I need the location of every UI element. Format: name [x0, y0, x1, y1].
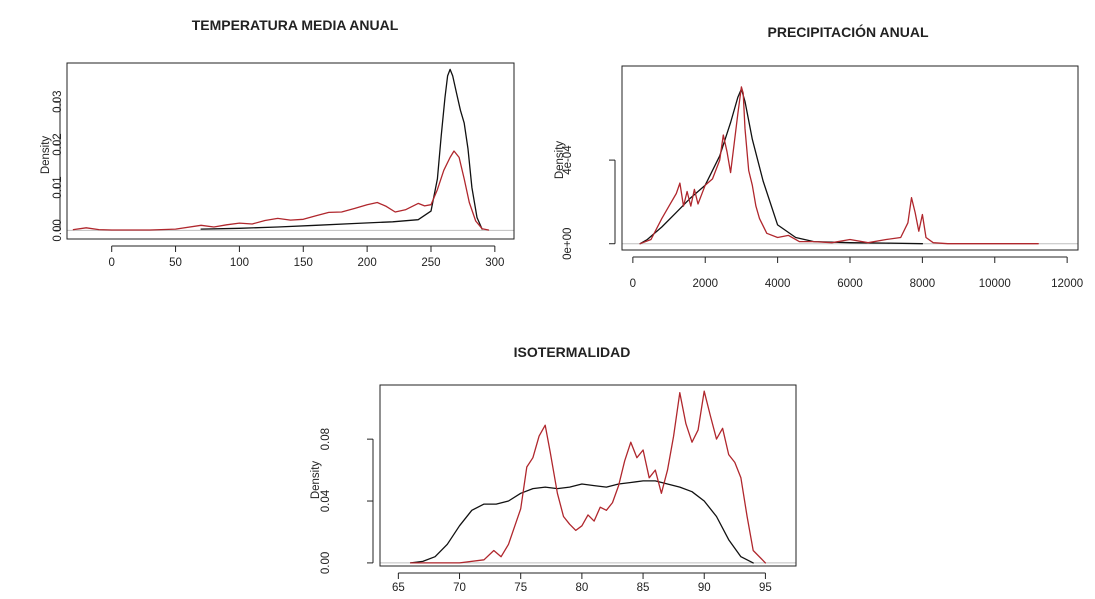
density-curve-black — [200, 68, 483, 230]
plot-area: 0 2000 4000 6000 8000 10000 12000 0e+00 4e-04 — [562, 65, 1083, 290]
y-axis: 0e+00 4e-04 — [562, 145, 616, 260]
x-tick-label: 150 — [294, 257, 313, 269]
y-tick-label: 0.00 — [320, 552, 332, 574]
x-axis: 0 50 100 150 200 250 300 — [108, 245, 504, 269]
x-tick-label: 300 — [485, 257, 504, 269]
x-tick-label: 4000 — [765, 278, 791, 290]
density-curve-red — [639, 86, 1039, 245]
y-axis: 0.00 0.01 0.02 0.03 — [52, 90, 64, 241]
y-axis-label: Density — [310, 461, 322, 500]
plot-frame — [379, 384, 797, 567]
panel-precipitacion: PRECIPITACIÓN ANUAL Density 0 2000 4000 600… — [554, 23, 1083, 290]
y-tick-label: 0e+00 — [562, 228, 574, 260]
plot-frame — [66, 62, 515, 240]
x-tick-label: 75 — [514, 582, 527, 594]
x-tick-label: 0 — [630, 278, 636, 290]
x-tick-label: 85 — [637, 582, 650, 594]
y-tick-label: 0.04 — [320, 489, 332, 512]
x-tick-label: 70 — [453, 582, 466, 594]
x-tick-label: 10000 — [979, 278, 1011, 290]
density-curve-red — [72, 150, 490, 231]
y-tick-label: 4e-04 — [562, 145, 574, 175]
y-tick-label: 0.02 — [52, 133, 64, 155]
x-tick-label: 90 — [698, 582, 711, 594]
x-axis: 65 70 75 80 85 90 95 — [392, 572, 772, 594]
y-tick-label: 0.00 — [52, 219, 64, 241]
x-tick-label: 50 — [169, 257, 182, 269]
y-tick-label: 0.08 — [320, 428, 332, 450]
x-tick-label: 2000 — [692, 278, 718, 290]
panel-title: TEMPERATURA MEDIA ANUAL — [192, 17, 399, 33]
x-tick-label: 6000 — [837, 278, 863, 290]
panel-title: ISOTERMALIDAD — [514, 344, 631, 360]
y-axis: 0.00 0.04 0.08 — [320, 428, 374, 574]
y-tick-label: 0.01 — [52, 176, 64, 198]
x-axis: 0 2000 4000 6000 8000 10000 12000 — [630, 256, 1083, 290]
x-tick-label: 8000 — [910, 278, 936, 290]
y-axis-label: Density — [40, 136, 52, 175]
panel-temperatura: TEMPERATURA MEDIA ANUAL Density 0 50 100 15… — [40, 17, 515, 269]
x-tick-label: 12000 — [1051, 278, 1083, 290]
x-tick-label: 65 — [392, 582, 405, 594]
x-tick-label: 80 — [575, 582, 588, 594]
y-axis-label: Density — [554, 141, 566, 180]
plot-area: 0 50 100 150 200 250 300 0.00 0.01 0.02 0.03 — [52, 62, 515, 269]
x-tick-label: 200 — [358, 257, 377, 269]
x-tick-label: 100 — [230, 257, 249, 269]
plot-area: 65 70 75 80 85 90 95 0.00 0.04 0.08 — [320, 384, 797, 594]
panel-isotermalidad: ISOTERMALIDAD Density 65 70 75 80 85 90 95 0.00… — [310, 344, 797, 594]
x-tick-label: 0 — [108, 257, 114, 269]
plot-frame — [621, 65, 1079, 251]
y-tick-label: 0.03 — [52, 90, 64, 112]
panel-title: PRECIPITACIÓN ANUAL — [768, 23, 929, 40]
density-curve-black — [409, 480, 754, 564]
x-tick-label: 250 — [421, 257, 440, 269]
density-curve-red — [409, 390, 767, 564]
x-tick-label: 95 — [759, 582, 772, 594]
